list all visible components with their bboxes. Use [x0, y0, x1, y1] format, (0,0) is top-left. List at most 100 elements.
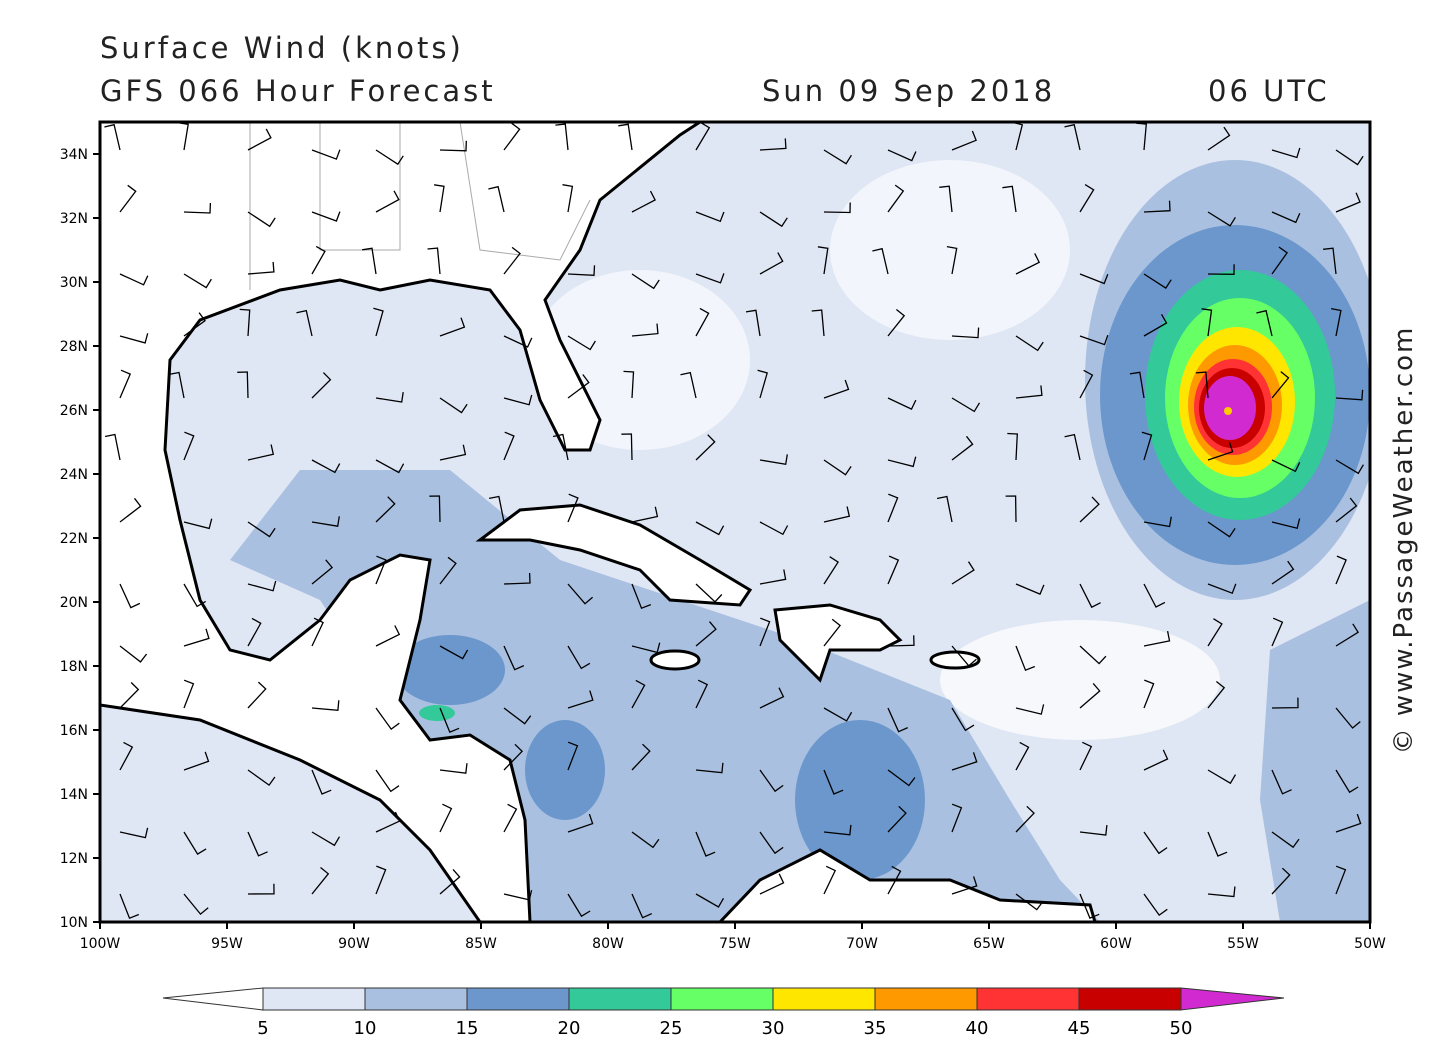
legend-box: [772, 987, 876, 1011]
map-field: [100, 122, 1370, 922]
wind-barb: [183, 679, 195, 709]
wind-barb: [1335, 623, 1359, 647]
legend-box: [466, 987, 570, 1011]
wind-barb: [375, 149, 404, 166]
wind-barb: [1143, 313, 1168, 337]
wind-barb: [1271, 867, 1291, 895]
wind-barb: [488, 495, 505, 523]
wind-barb: [759, 569, 787, 585]
wind-barb: [503, 890, 533, 901]
wind-barb: [887, 184, 905, 213]
map-title: Surface Wind (knots): [100, 31, 464, 65]
wind-barb: [439, 803, 453, 833]
forecast-time: 06 UTC: [1208, 74, 1330, 108]
wind-barbs: [104, 122, 1364, 920]
wind-barb: [311, 459, 341, 474]
wind-barb: [1007, 432, 1018, 461]
wind-barb: [1256, 309, 1273, 337]
wind-barb: [1079, 583, 1101, 609]
wind-barb: [567, 893, 591, 918]
wind-barb: [621, 433, 633, 461]
wind-barb: [1079, 645, 1107, 665]
wind-barb: [757, 369, 769, 399]
wind-barb: [695, 273, 725, 284]
wind-barb: [503, 572, 531, 585]
wind-barb: [1271, 560, 1295, 585]
wind-barb: [375, 392, 404, 403]
wind-barb: [311, 617, 324, 647]
wind-barb: [247, 617, 262, 647]
wind-barb: [439, 763, 468, 774]
lon-label: 80W: [592, 936, 624, 952]
wind-barb: [951, 130, 977, 151]
wind-barb: [1079, 184, 1095, 213]
credit: © www.PassageWeather.com: [1389, 326, 1419, 755]
wind-barb: [104, 123, 121, 151]
wind-barb: [183, 273, 212, 289]
wind-barb: [119, 333, 149, 344]
wind-barb: [1207, 680, 1226, 709]
wind-barb: [1335, 149, 1364, 166]
wind-barb: [439, 444, 467, 461]
wind-barb: [1129, 371, 1145, 399]
legend-box: [1078, 987, 1182, 1011]
wind-barb: [439, 140, 467, 152]
wind-barb: [1015, 385, 1043, 399]
legend-box: [364, 987, 468, 1011]
forecast-date: Sun 09 Sep 2018: [762, 74, 1055, 108]
wind-barb: [951, 645, 977, 667]
wind-barb: [951, 803, 963, 833]
wind-barb: [1015, 253, 1041, 275]
wind-barb: [1335, 769, 1359, 794]
wind-barb: [503, 743, 524, 771]
wind-barb: [1195, 371, 1209, 399]
wind-barb: [1143, 273, 1172, 289]
wind-barb: [1271, 617, 1284, 647]
wind-barb: [311, 372, 332, 399]
wind-barb: [247, 769, 276, 787]
wind-barb: [939, 185, 953, 213]
wind-band: [395, 635, 505, 705]
wind-barb: [631, 583, 652, 610]
wind-barb: [237, 371, 249, 399]
wind-barb: [1015, 704, 1045, 715]
wind-barb: [503, 335, 533, 348]
lat-label: 16N: [60, 723, 88, 739]
wind-barb: [618, 123, 633, 151]
wind-barb: [375, 707, 400, 731]
wind-barb: [555, 123, 569, 151]
wind-barb: [375, 865, 387, 895]
wind-barb: [104, 433, 121, 461]
wind-barb: [695, 831, 716, 857]
wind-barb: [695, 122, 711, 151]
axis-ticks: 34N 32N 30N 28N 26N 24N 22N 20N 18N 16N 14N 12N 10N 1…: [60, 147, 1386, 952]
wind-barb: [375, 625, 401, 647]
wind-band: [795, 720, 925, 880]
wind-barb: [439, 556, 457, 585]
wind-barb: [567, 265, 596, 276]
legend-box: [568, 987, 672, 1011]
wind-barb: [439, 317, 466, 337]
wind-barb: [823, 459, 852, 476]
wind-barb: [503, 707, 532, 725]
lat-label: 12N: [60, 851, 88, 867]
lon-label: 55W: [1227, 936, 1259, 952]
wind-barb: [1335, 555, 1347, 585]
legend-label: 10: [354, 1018, 377, 1039]
wind-barb: [1015, 335, 1044, 352]
wind-barb: [375, 496, 396, 523]
wind-barb: [1207, 211, 1236, 227]
wind-barb: [439, 397, 468, 414]
wind-barb: [1079, 682, 1101, 709]
wind-barb: [567, 741, 579, 771]
wind-barb: [887, 493, 899, 523]
wind-barb: [311, 866, 330, 895]
wind-barb: [119, 273, 149, 286]
wind-barb: [823, 379, 850, 399]
wind-barb: [247, 831, 268, 857]
wind-barb: [119, 827, 149, 839]
wind-band: [1260, 600, 1370, 922]
wind-barb: [1207, 583, 1237, 595]
wind-barb: [311, 700, 340, 712]
legend-box: [874, 987, 978, 1011]
